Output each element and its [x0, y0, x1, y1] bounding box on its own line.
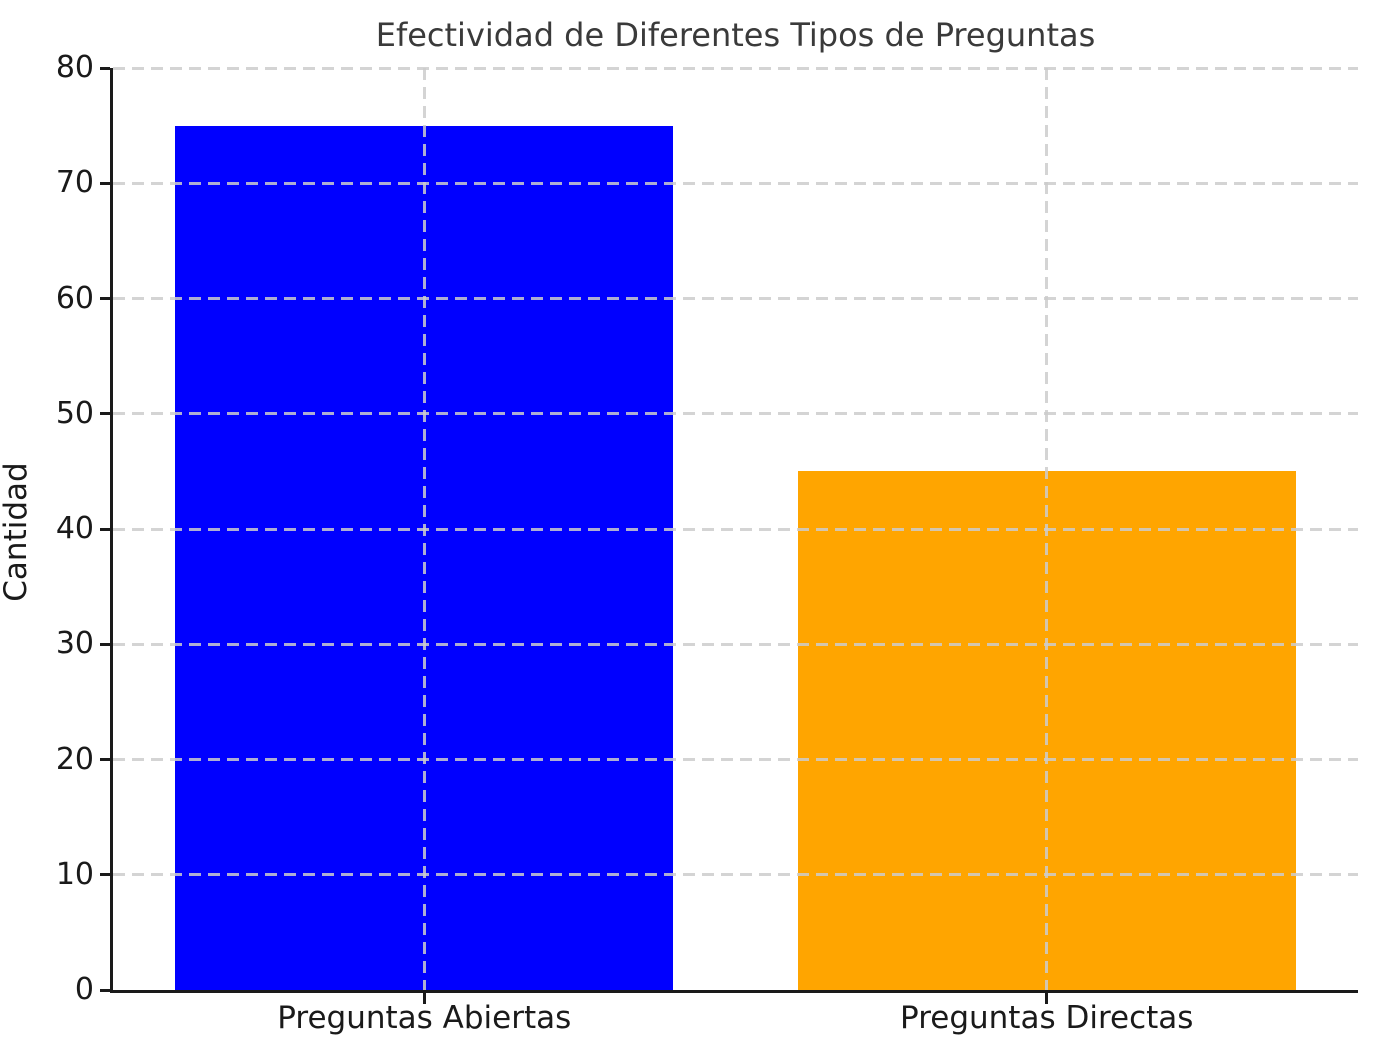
y-tick-mark-60	[100, 297, 110, 300]
gridline-y-10	[113, 873, 1358, 877]
y-tick-mark-0	[100, 988, 110, 992]
x-tick-mark-preguntas-abiertas	[422, 993, 426, 1004]
y-tick-label-50: 50	[55, 395, 94, 431]
y-tick-mark-80	[100, 66, 110, 70]
gridline-y-20	[113, 758, 1358, 761]
y-tick-label-20: 20	[55, 741, 94, 777]
x-axis-line	[110, 990, 1358, 993]
x-tick-label-preguntas-abiertas: Preguntas Abiertas	[277, 1000, 572, 1036]
y-tick-label-0: 0	[74, 972, 94, 1007]
y-tick-label-70: 70	[55, 165, 94, 201]
y-tick-mark-70	[100, 181, 110, 185]
gridline-y-30	[113, 642, 1358, 646]
gridline-y-70	[113, 181, 1358, 185]
y-tick-label-10: 10	[55, 856, 94, 892]
gridline-x-preguntas-directas	[1045, 68, 1049, 990]
gridline-x-preguntas-abiertas	[422, 68, 426, 990]
plot-area	[113, 66, 1358, 990]
y-tick-label-60: 60	[55, 280, 94, 316]
y-tick-mark-10	[100, 873, 110, 877]
x-tick-mark-preguntas-directas	[1045, 993, 1049, 1004]
y-tick-mark-50	[100, 412, 110, 416]
y-tick-label-30: 30	[55, 626, 94, 662]
y-tick-mark-20	[100, 758, 110, 761]
y-tick-mark-40	[100, 527, 110, 531]
gridline-y-80	[113, 66, 1358, 70]
y-tick-mark-30	[100, 642, 110, 646]
x-tick-label-preguntas-directas: Preguntas Directas	[900, 1000, 1194, 1036]
gridline-y-40	[113, 527, 1358, 531]
y-tick-label-80: 80	[55, 50, 94, 85]
gridline-y-50	[113, 412, 1358, 416]
gridline-y-60	[113, 297, 1358, 300]
y-tick-label-40: 40	[55, 511, 94, 546]
chart-title: Efectividad de Diferentes Tipos de Pregu…	[375, 16, 1096, 54]
y-axis-line	[110, 68, 113, 993]
